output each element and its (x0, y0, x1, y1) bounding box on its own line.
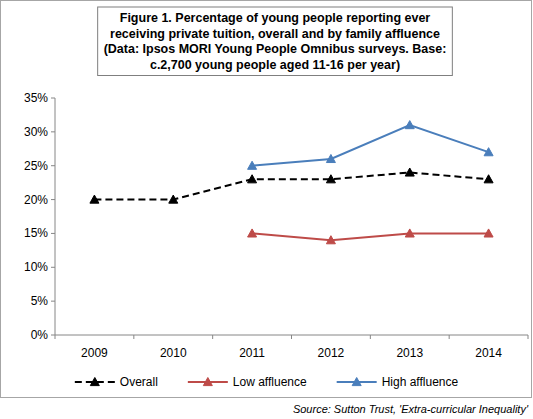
x-tick-label: 2012 (318, 346, 345, 360)
data-point (405, 121, 414, 129)
series-line (94, 172, 488, 199)
x-tick (291, 335, 292, 339)
data-point (248, 175, 257, 183)
y-tick-label: 35% (24, 91, 48, 105)
y-tick (51, 267, 55, 268)
title-box (98, 7, 453, 76)
data-point (326, 175, 335, 183)
x-tick-label: 2014 (475, 346, 502, 360)
chart: Figure 1. Percentage of young people rep… (0, 0, 533, 419)
y-axis (55, 98, 56, 335)
x-tick-label: 2010 (160, 346, 187, 360)
y-tick (51, 98, 55, 99)
y-tick-label: 0% (31, 328, 49, 342)
x-tick-label: 2009 (81, 346, 108, 360)
y-tick-label: 20% (24, 193, 48, 207)
y-tick (51, 131, 55, 132)
data-point (484, 229, 493, 237)
x-tick (370, 335, 371, 339)
x-tick (449, 335, 450, 339)
y-tick-label: 15% (24, 226, 48, 240)
legend-label: Low affluence (233, 375, 307, 389)
legend-label: Overall (120, 375, 158, 389)
data-point (248, 161, 257, 169)
y-tick-label: 25% (24, 159, 48, 173)
source: Source: Sutton Trust, 'Extra-curricular … (293, 403, 529, 415)
y-tick (51, 335, 55, 336)
y-tick (51, 165, 55, 166)
x-tick (528, 335, 529, 339)
y-tick-label: 5% (31, 294, 49, 308)
data-point (484, 148, 493, 156)
data-point (169, 195, 178, 203)
series-line (252, 233, 489, 240)
x-tick (133, 335, 134, 339)
x-tick-label: 2011 (239, 346, 265, 360)
x-tick-label: 2013 (396, 346, 423, 360)
y-tick-label: 30% (24, 125, 48, 139)
data-point (248, 229, 257, 237)
data-point (484, 175, 493, 183)
data-point (90, 195, 99, 203)
y-tick (51, 233, 55, 234)
x-tick (55, 335, 56, 339)
data-point (405, 168, 414, 176)
plot-area (90, 121, 493, 244)
x-tick (212, 335, 213, 339)
data-point (326, 236, 335, 244)
series-line (252, 125, 489, 166)
data-point (326, 154, 335, 162)
legend-marker (90, 378, 99, 386)
legend-marker (352, 378, 361, 386)
legend-marker (203, 378, 212, 386)
title: Figure 1. Percentage of young people rep… (104, 11, 447, 72)
y-tick (51, 199, 55, 200)
legend-label: High affluence (382, 375, 459, 389)
y-tick-label: 10% (24, 260, 48, 274)
y-tick (51, 301, 55, 302)
legend: Overall Low affluence High affluence (75, 375, 459, 389)
chart-frame (1, 1, 532, 398)
data-point (405, 229, 414, 237)
